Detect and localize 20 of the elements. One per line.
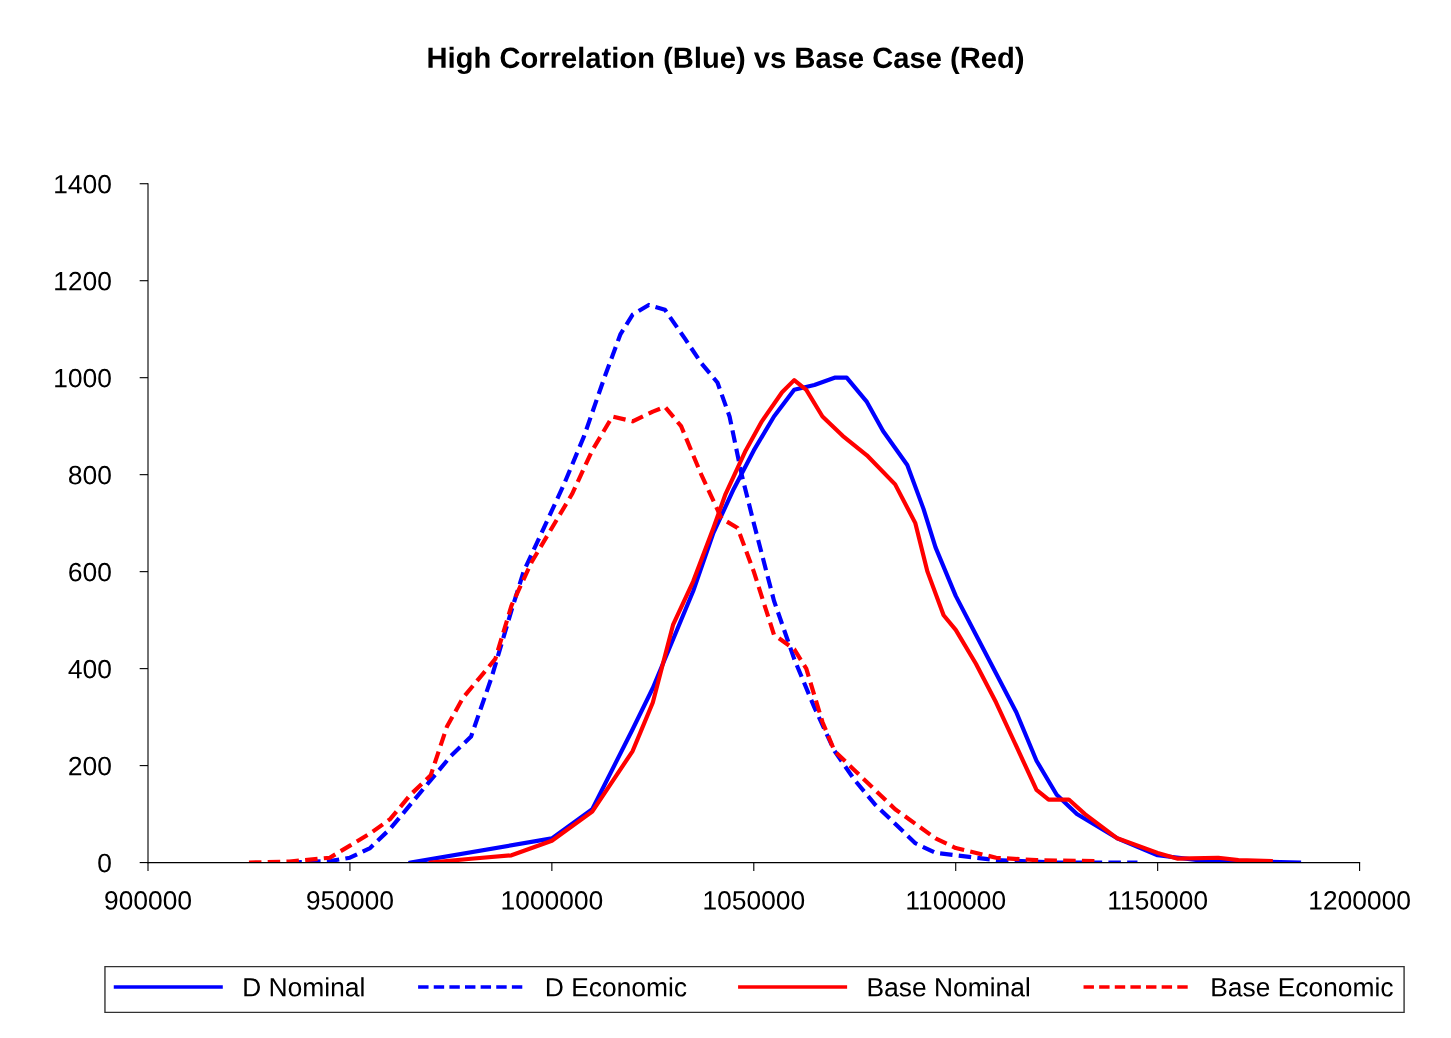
- y-tick-label: 400: [68, 659, 111, 679]
- y-tick-label: 200: [69, 756, 111, 776]
- x-tick-label: 1050000: [704, 891, 805, 910]
- y-tick-label: 1200: [55, 271, 111, 291]
- x-tick-label: 900000: [105, 891, 191, 910]
- x-tick-label: 1100000: [907, 891, 1006, 910]
- y-tick-label: 1000: [55, 368, 111, 388]
- chart-title: High Correlation (Blue) vs Base Case (Red): [428, 46, 1024, 75]
- x-tick-label: 1200000: [1310, 891, 1410, 910]
- y-tick-label: 800: [69, 465, 111, 485]
- legend-label: D Economic: [546, 977, 687, 997]
- legend-label: D Nominal: [244, 977, 364, 997]
- legend-label: Base Economic: [1212, 977, 1393, 997]
- x-tick-label: 1150000: [1109, 891, 1208, 910]
- x-tick-label: 950000: [307, 891, 393, 910]
- y-tick-label: 1400: [55, 174, 111, 194]
- legend-label: Base Nominal: [868, 977, 1029, 997]
- y-tick-label: 600: [69, 562, 111, 582]
- y-tick-label: 0: [98, 853, 111, 873]
- x-tick-label: 1000000: [502, 891, 603, 910]
